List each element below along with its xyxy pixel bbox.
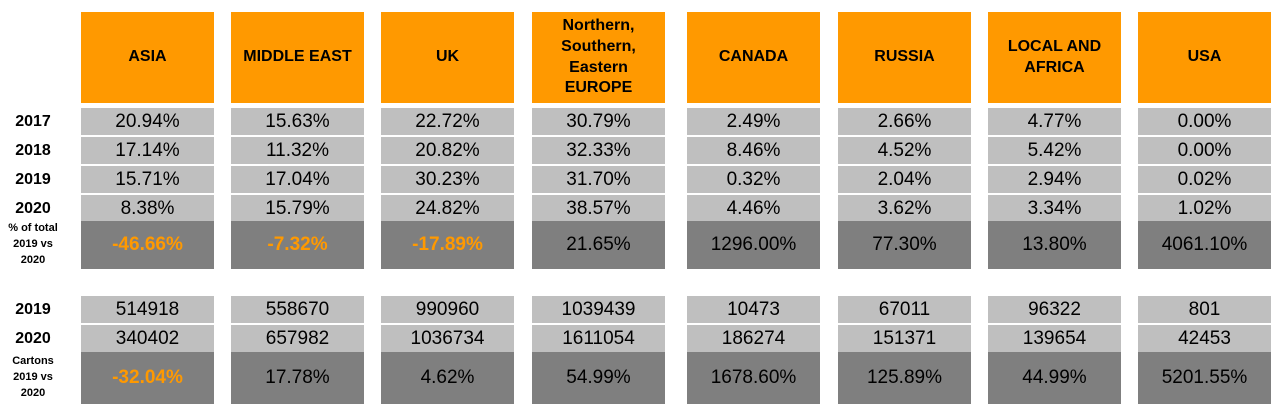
share-value-cell: 0.00%	[1138, 137, 1271, 164]
carton-change-label: Cartons 2019 vs 2020	[0, 352, 66, 404]
share-change-cell: -46.66%	[81, 221, 214, 269]
carton-change-cell: 4.62%	[381, 352, 514, 404]
share-value-cell: 20.94%	[81, 108, 214, 135]
share-change-label-line: 2020	[20, 253, 46, 266]
share-value-cell: 4.52%	[838, 137, 971, 164]
share-change-label-line: 2019 vs	[13, 238, 53, 251]
share-value-cell: 15.79%	[231, 195, 364, 222]
carton-value-cell: 340402	[81, 325, 214, 352]
share-value-cell: 4.46%	[687, 195, 820, 222]
carton-value-cell: 186274	[687, 325, 820, 352]
carton-value-cell: 1039439	[532, 296, 665, 323]
carton-value-cell: 514918	[81, 296, 214, 323]
carton-change-cell: 1678.60%	[687, 352, 820, 404]
share-change-cell: 13.80%	[988, 221, 1121, 269]
share-value-cell: 15.71%	[81, 166, 214, 193]
carton-value-cell: 990960	[381, 296, 514, 323]
region-header: ASIA	[81, 12, 214, 103]
carton-change-label-line: Cartons	[12, 355, 54, 368]
carton-change-cell: -32.04%	[81, 352, 214, 404]
share-value-cell: 2.94%	[988, 166, 1121, 193]
share-value-cell: 4.77%	[988, 108, 1121, 135]
carton-value-cell: 1036734	[381, 325, 514, 352]
region-header: UK	[381, 12, 514, 103]
carton-value-cell: 96322	[988, 296, 1121, 323]
carton-change-label-line: 2020	[20, 386, 46, 399]
region-header: USA	[1138, 12, 1271, 103]
carton-value-cell: 139654	[988, 325, 1121, 352]
share-value-cell: 30.79%	[532, 108, 665, 135]
share-value-cell: 38.57%	[532, 195, 665, 222]
region-header: MIDDLE EAST	[231, 12, 364, 103]
share-value-cell: 11.32%	[231, 137, 364, 164]
carton-value-cell: 42453	[1138, 325, 1271, 352]
share-value-cell: 32.33%	[532, 137, 665, 164]
share-value-cell: 3.62%	[838, 195, 971, 222]
share-value-cell: 1.02%	[1138, 195, 1271, 222]
share-value-cell: 17.04%	[231, 166, 364, 193]
share-value-cell: 8.38%	[81, 195, 214, 222]
carton-change-cell: 54.99%	[532, 352, 665, 404]
share-value-cell: 2.66%	[838, 108, 971, 135]
share-value-cell: 2.49%	[687, 108, 820, 135]
share-value-cell: 0.00%	[1138, 108, 1271, 135]
carton-value-cell: 151371	[838, 325, 971, 352]
carton-value-cell: 67011	[838, 296, 971, 323]
carton-change-cell: 17.78%	[231, 352, 364, 404]
share-value-cell: 5.42%	[988, 137, 1121, 164]
share-value-cell: 17.14%	[81, 137, 214, 164]
share-value-cell: 3.34%	[988, 195, 1121, 222]
share-value-cell: 24.82%	[381, 195, 514, 222]
share-change-cell: 21.65%	[532, 221, 665, 269]
carton-change-label-line: 2019 vs	[13, 371, 53, 384]
year-label: 2018	[15, 141, 51, 159]
carton-change-cell: 125.89%	[838, 352, 971, 404]
year-label: 2020	[15, 199, 51, 217]
region-header: RUSSIA	[838, 12, 971, 103]
share-change-cell: 1296.00%	[687, 221, 820, 269]
carton-value-cell: 558670	[231, 296, 364, 323]
region-header: Northern, Southern, Eastern EUROPE	[532, 12, 665, 103]
carton-change-cell: 44.99%	[988, 352, 1121, 404]
share-change-cell: -17.89%	[381, 221, 514, 269]
carton-value-cell: 1611054	[532, 325, 665, 352]
region-header: CANADA	[687, 12, 820, 103]
share-value-cell: 0.02%	[1138, 166, 1271, 193]
carton-value-cell: 801	[1138, 296, 1271, 323]
year-label: 2020	[15, 329, 51, 347]
carton-value-cell: 657982	[231, 325, 364, 352]
share-change-cell: 4061.10%	[1138, 221, 1271, 269]
share-value-cell: 22.72%	[381, 108, 514, 135]
share-change-cell: 77.30%	[838, 221, 971, 269]
share-value-cell: 30.23%	[381, 166, 514, 193]
carton-value-cell: 10473	[687, 296, 820, 323]
year-label: 2019	[15, 170, 51, 188]
year-label: 2017	[15, 112, 51, 130]
share-value-cell: 31.70%	[532, 166, 665, 193]
year-label: 2019	[15, 300, 51, 318]
share-value-cell: 8.46%	[687, 137, 820, 164]
share-value-cell: 2.04%	[838, 166, 971, 193]
share-change-cell: -7.32%	[231, 221, 364, 269]
share-value-cell: 20.82%	[381, 137, 514, 164]
region-header: LOCAL AND AFRICA	[988, 12, 1121, 103]
share-change-label: % of total 2019 vs 2020	[0, 221, 66, 269]
share-change-label-line: % of total	[8, 222, 58, 235]
share-value-cell: 15.63%	[231, 108, 364, 135]
share-value-cell: 0.32%	[687, 166, 820, 193]
carton-change-cell: 5201.55%	[1138, 352, 1271, 404]
